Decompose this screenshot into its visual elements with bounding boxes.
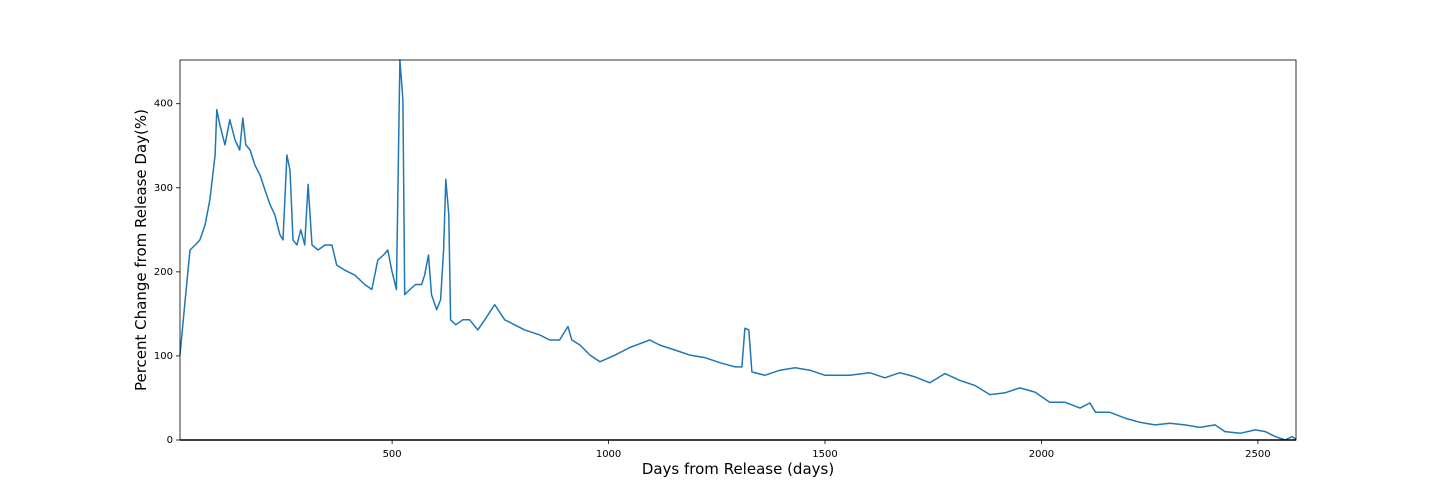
x-tick-label: 2000 [1029,449,1054,460]
x-tick-label: 2500 [1245,449,1270,460]
data-line [179,59,1297,441]
x-tick-label: 1000 [596,449,621,460]
y-tick-label: 400 [154,99,173,110]
plot-frame [179,59,1297,441]
x-axis-label: Days from Release (days) [642,460,834,478]
x-tick-label: 500 [383,449,402,460]
x-tick-label: 1500 [812,449,837,460]
y-axis-label: Percent Change from Release Day(%) [132,109,150,391]
y-tick-label: 300 [154,183,173,194]
y-tick-label: 100 [154,351,173,362]
y-tick-label: 0 [167,435,173,446]
y-tick-label: 200 [154,267,173,278]
